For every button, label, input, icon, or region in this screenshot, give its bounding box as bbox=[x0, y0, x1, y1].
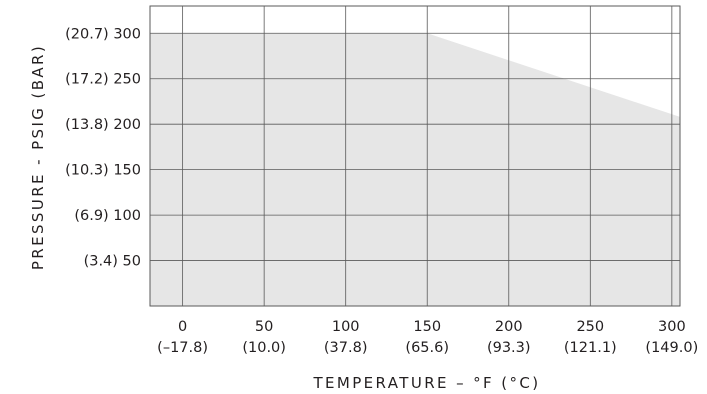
y-tick-label: (6.9) 100 bbox=[74, 208, 141, 224]
y-tick-label: (20.7) 300 bbox=[65, 26, 141, 42]
x-tick-sublabel: (93.3) bbox=[487, 340, 531, 356]
x-tick-label: 250 bbox=[576, 319, 604, 335]
x-tick-sublabel: (149.0) bbox=[645, 340, 698, 356]
x-tick-label: 100 bbox=[332, 319, 360, 335]
x-tick-label: 0 bbox=[178, 319, 187, 335]
x-tick-sublabel: (65.6) bbox=[405, 340, 449, 356]
tick-labels: 0 (–17.8) 50 (10.0) 100 (37.8) 150 (65.6) 200 (93… bbox=[65, 26, 698, 356]
y-tick-label: (10.3) 150 bbox=[65, 163, 141, 179]
x-tick-label: 300 bbox=[658, 319, 686, 335]
plot-frame bbox=[149, 5, 681, 307]
y-tick-label: (17.2) 250 bbox=[65, 72, 141, 88]
x-tick-sublabel: (–17.8) bbox=[157, 340, 208, 356]
y-tick-label: (13.8) 200 bbox=[65, 117, 141, 133]
y-axis-title: PRESSURE - PSIG (BAR) bbox=[29, 44, 47, 270]
y-tick-label: (3.4) 50 bbox=[84, 254, 141, 270]
x-tick-label: 200 bbox=[495, 319, 523, 335]
x-tick-sublabel: (121.1) bbox=[564, 340, 617, 356]
grid bbox=[149, 5, 681, 307]
x-tick-label: 150 bbox=[413, 319, 441, 335]
x-tick-sublabel: (37.8) bbox=[324, 340, 368, 356]
x-tick-label: 50 bbox=[255, 319, 273, 335]
x-axis-title: TEMPERATURE – °F (°C) bbox=[312, 374, 540, 392]
x-tick-sublabel: (10.0) bbox=[242, 340, 286, 356]
